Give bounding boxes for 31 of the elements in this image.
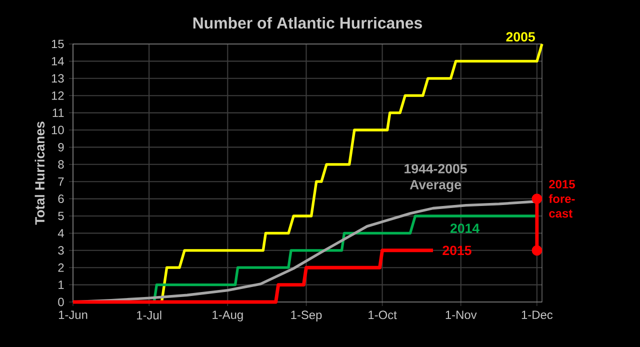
y-tick-label: 13 xyxy=(52,74,64,83)
y-tick-label: 9 xyxy=(58,142,64,152)
x-tick-label: 1-Jul xyxy=(137,310,162,320)
y-tick-label: 10 xyxy=(52,126,64,134)
x-tick-label: 1-Nov xyxy=(446,310,477,320)
y-tick-label: 12 xyxy=(52,91,64,100)
y-tick-label: 4 xyxy=(58,229,64,238)
y-tick-label: 1 xyxy=(58,280,64,289)
series-label: 2005 xyxy=(506,32,535,42)
series-label: 2015 xyxy=(442,246,472,256)
y-tick-label: 3 xyxy=(58,246,64,255)
y-tick-label: 7 xyxy=(58,177,64,186)
y-tick-label: 5 xyxy=(58,212,64,220)
series-label: 1944-2005 Average xyxy=(404,164,467,192)
x-tick-label: 1-Sep xyxy=(291,310,322,322)
x-tick-label: 1-Jun xyxy=(58,310,88,320)
x-tick-label: 1-Aug xyxy=(212,310,243,322)
y-tick-label: 8 xyxy=(58,160,64,169)
y-tick-label: 0 xyxy=(58,298,64,306)
line-series xyxy=(71,248,435,304)
y-tick-label: 2 xyxy=(58,263,64,272)
series-label: 2014 xyxy=(450,224,480,234)
x-tick-label: 1-Dec xyxy=(522,310,553,320)
y-tick-label: 15 xyxy=(52,40,64,48)
x-tick-label: 1-Oct xyxy=(368,310,397,320)
y-tick-label: 14 xyxy=(52,57,64,66)
chart-title: Number of Atlantic Hurricanes xyxy=(193,16,422,29)
series-label: 2015 fore-cast xyxy=(548,180,575,218)
y-axis-title: Total Hurricanes xyxy=(34,122,45,225)
y-tick-label: 6 xyxy=(58,194,64,204)
y-tick-label: 11 xyxy=(52,108,64,117)
